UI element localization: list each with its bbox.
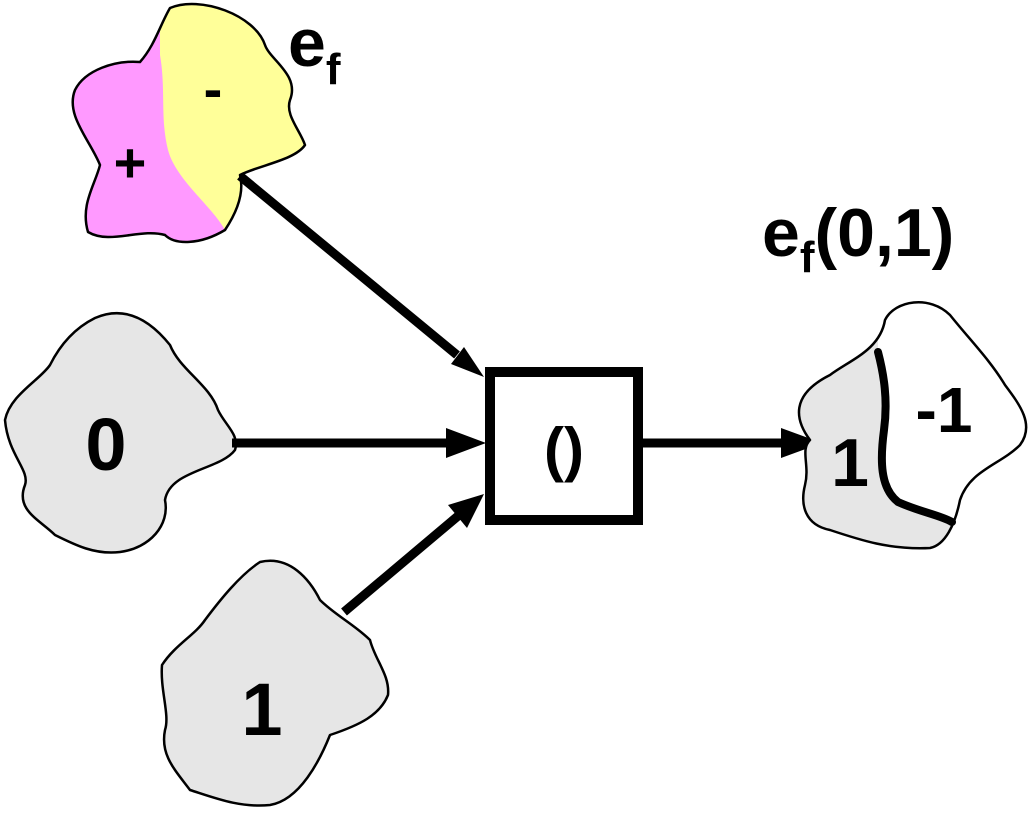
operator-label: ()	[544, 416, 584, 483]
result-boundary-line	[874, 348, 956, 526]
result-title-name: e	[762, 195, 800, 271]
field-label-name: e	[288, 5, 326, 81]
arrow-field-to-operator	[237, 172, 484, 377]
arrow-one-to-operator	[341, 494, 484, 616]
result-title-args: (0,1)	[814, 195, 954, 271]
result-blob: 1 -1 ef(0,1)	[762, 195, 1028, 550]
arrow-zero-to-operator	[232, 428, 486, 458]
operator-box: ()	[485, 367, 643, 525]
result-title: ef(0,1)	[762, 195, 954, 282]
field-label-subscript: f	[326, 45, 341, 94]
field-label: ef	[288, 5, 341, 94]
input-zero-label: 0	[85, 403, 126, 486]
input-blob-zero: 0	[3, 312, 238, 554]
input-blob-one: 1	[160, 559, 390, 807]
result-title-subscript: f	[800, 233, 815, 282]
arrow-operator-to-result	[640, 428, 822, 458]
input-one-label: 1	[241, 668, 282, 751]
field-positive-sign: +	[114, 131, 147, 194]
result-left-value: 1	[831, 425, 869, 501]
result-right-value: -1	[916, 374, 973, 446]
field-negative-sign: -	[204, 57, 223, 120]
